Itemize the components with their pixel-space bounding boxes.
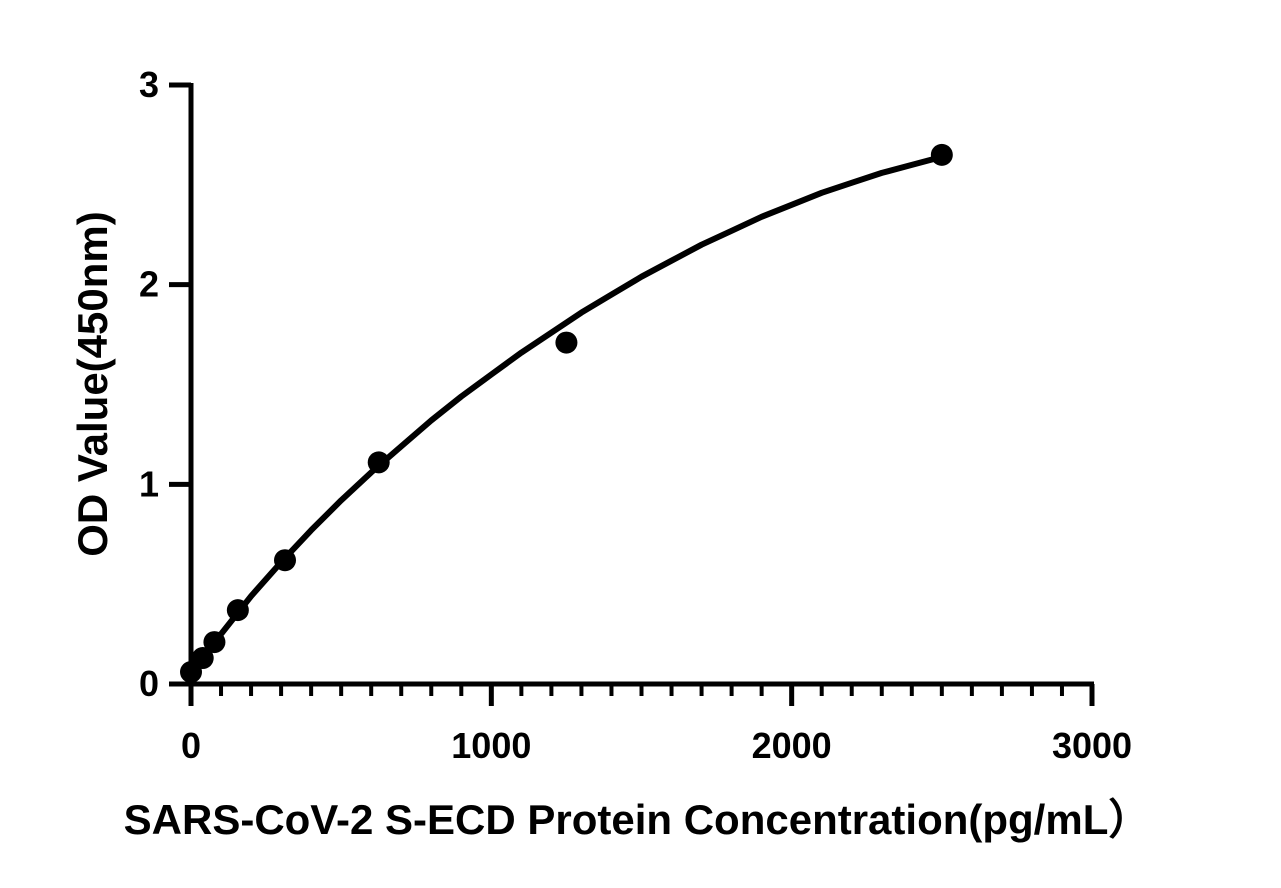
data-point [203,631,226,654]
y-tick-label: 1 [139,463,159,504]
tick-labels: 0 1 2 3 0 1000 2000 3000 [139,64,1132,766]
x-tick-label: 2000 [752,725,832,766]
data-point [930,143,953,166]
data-point [367,451,390,474]
data-point [226,599,249,622]
axes [188,83,1094,687]
fit-curve [188,153,945,677]
x-tick-label: 0 [181,725,201,766]
y-tick-label: 2 [139,264,159,305]
ticks [169,82,1095,706]
y-axis-title: OD Value(450nm) [69,211,116,556]
data-point [191,647,214,670]
data-point [555,331,578,354]
data-point [274,549,297,572]
x-tick-label: 1000 [451,725,531,766]
y-tick-label: 3 [139,64,159,105]
x-axis-title: SARS-CoV-2 S-ECD Protein Concentration(p… [124,796,1151,843]
x-tick-label: 3000 [1052,725,1132,766]
data-points [180,143,953,684]
y-tick-label: 0 [139,663,159,704]
